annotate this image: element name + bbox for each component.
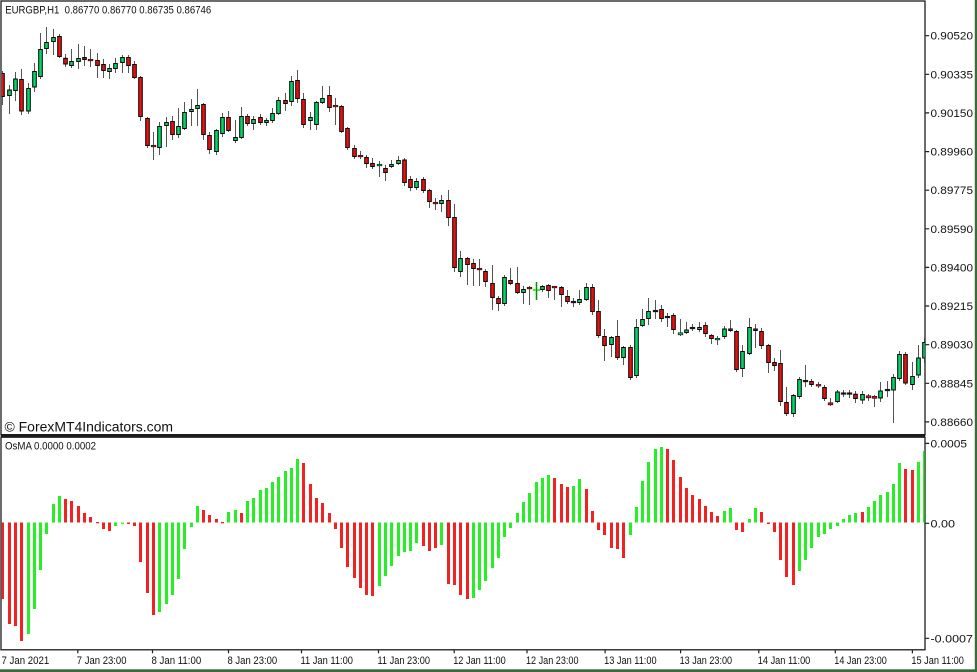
svg-text:8 Jan 23:00: 8 Jan 23:00 <box>228 655 278 667</box>
svg-text:0.90150: 0.90150 <box>931 108 974 120</box>
svg-text:0.89400: 0.89400 <box>931 262 974 274</box>
svg-text:7 Jan 2021: 7 Jan 2021 <box>2 655 50 667</box>
svg-text:0.89775: 0.89775 <box>931 185 974 197</box>
svg-text:11 Jan 23:00: 11 Jan 23:00 <box>378 655 431 667</box>
svg-text:0.90520: 0.90520 <box>931 31 974 43</box>
svg-text:14 Jan 23:00: 14 Jan 23:00 <box>834 655 887 667</box>
svg-text:11 Jan 11:00: 11 Jan 11:00 <box>301 655 354 667</box>
svg-text:0.88845: 0.88845 <box>931 378 974 390</box>
svg-text:0.89215: 0.89215 <box>931 301 974 313</box>
svg-text:OsMA 0.0000 0.0002: OsMA 0.0000 0.0002 <box>5 441 96 453</box>
svg-text:0.89590: 0.89590 <box>931 224 974 236</box>
svg-text:0.0005: 0.0005 <box>931 438 968 450</box>
svg-text:15 Jan 11:00: 15 Jan 11:00 <box>911 655 964 667</box>
svg-text:-0.0007: -0.0007 <box>931 633 974 645</box>
svg-text:13 Jan 23:00: 13 Jan 23:00 <box>680 655 733 667</box>
svg-text:EURGBP,H1 0.86770 0.86770 0.8: EURGBP,H1 0.86770 0.86770 0.86735 0.8674… <box>5 4 211 16</box>
svg-text:0.00: 0.00 <box>931 518 956 530</box>
svg-text:© ForexMT4Indicators.com: © ForexMT4Indicators.com <box>5 420 174 436</box>
svg-text:8 Jan 11:00: 8 Jan 11:00 <box>152 655 202 667</box>
svg-text:14 Jan 11:00: 14 Jan 11:00 <box>758 655 811 667</box>
svg-text:0.89960: 0.89960 <box>931 147 974 159</box>
svg-text:0.89030: 0.89030 <box>931 340 974 352</box>
svg-text:0.90335: 0.90335 <box>931 69 974 81</box>
svg-text:7 Jan 23:00: 7 Jan 23:00 <box>77 655 127 667</box>
svg-text:12 Jan 23:00: 12 Jan 23:00 <box>526 655 579 667</box>
svg-text:0.88660: 0.88660 <box>931 417 974 429</box>
svg-text:12 Jan 11:00: 12 Jan 11:00 <box>453 655 506 667</box>
svg-text:13 Jan 11:00: 13 Jan 11:00 <box>604 655 657 667</box>
